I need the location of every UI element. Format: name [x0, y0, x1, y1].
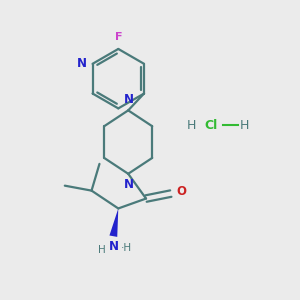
Text: H: H — [98, 245, 105, 255]
Text: N: N — [124, 178, 134, 191]
Text: H: H — [187, 119, 196, 132]
Text: N: N — [76, 57, 87, 70]
Text: ·H: ·H — [121, 243, 132, 253]
Polygon shape — [110, 208, 118, 237]
Text: N: N — [124, 93, 134, 106]
Text: O: O — [177, 185, 187, 198]
Text: H: H — [240, 119, 250, 132]
Text: N: N — [109, 240, 119, 253]
Text: F: F — [115, 32, 122, 42]
Text: Cl: Cl — [205, 119, 218, 132]
